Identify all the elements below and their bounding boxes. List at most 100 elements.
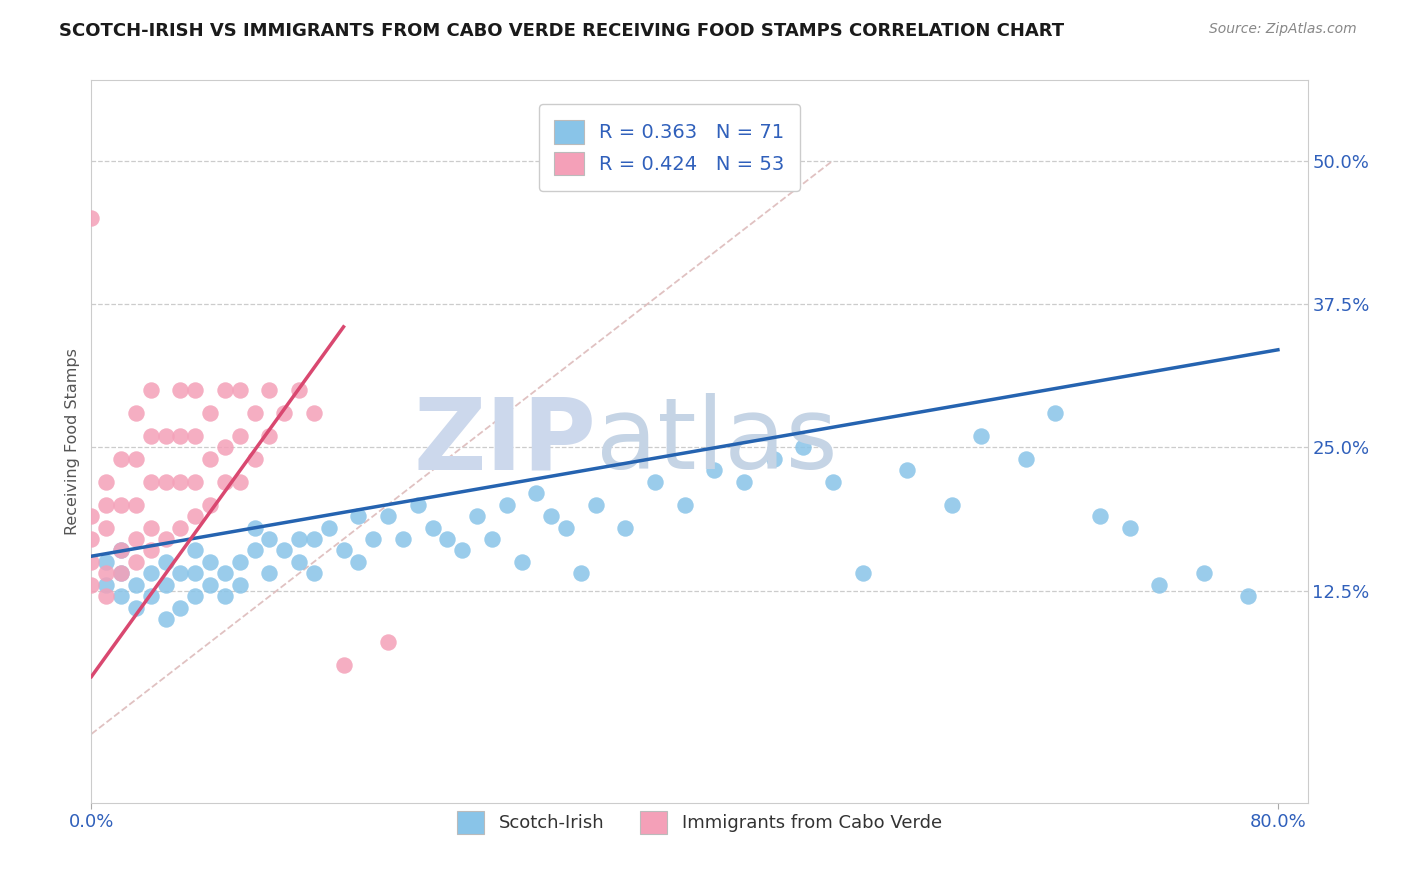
Point (302, 406, 325, 420)
Point (228, 578, 250, 592)
Point (436, 532, 458, 546)
Point (852, 566, 875, 581)
Point (110, 566, 132, 581)
Y-axis label: Receiving Food Stamps: Receiving Food Stamps (65, 348, 80, 535)
Point (155, 475, 177, 489)
Point (377, 635, 399, 649)
Point (110, 543, 132, 558)
Point (96, 498, 118, 512)
Point (273, 406, 295, 420)
Point (169, 520, 191, 534)
Point (1237, 590, 1260, 604)
Point (555, 520, 578, 534)
Point (703, 463, 725, 477)
Point (1192, 566, 1215, 581)
Point (139, 543, 162, 558)
Point (243, 406, 266, 420)
Point (288, 532, 311, 546)
Point (96, 555, 118, 569)
Point (96, 475, 118, 489)
Point (821, 475, 844, 489)
Point (169, 600, 191, 615)
Point (125, 600, 148, 615)
Point (614, 520, 637, 534)
Point (733, 475, 755, 489)
Point (169, 475, 191, 489)
Legend: Scotch-Irish, Immigrants from Cabo Verde: Scotch-Irish, Immigrants from Cabo Verde (450, 805, 949, 841)
Point (495, 498, 517, 512)
Point (540, 509, 562, 524)
Point (673, 498, 696, 512)
Point (169, 383, 191, 397)
Point (96, 520, 118, 534)
Text: ZIP: ZIP (413, 393, 596, 490)
Point (288, 555, 311, 569)
Point (155, 555, 177, 569)
Point (96, 566, 118, 581)
Point (347, 555, 370, 569)
Point (243, 451, 266, 466)
Point (184, 383, 207, 397)
Point (392, 532, 415, 546)
Point (184, 429, 207, 443)
Text: Source: ZipAtlas.com: Source: ZipAtlas.com (1209, 22, 1357, 37)
Point (80, 532, 103, 546)
Point (125, 555, 148, 569)
Point (125, 532, 148, 546)
Point (80, 578, 103, 592)
Point (347, 509, 370, 524)
Point (198, 451, 221, 466)
Point (184, 590, 207, 604)
Point (125, 498, 148, 512)
Point (524, 486, 547, 500)
Point (273, 543, 295, 558)
Point (110, 498, 132, 512)
Point (80, 555, 103, 569)
Point (1088, 509, 1111, 524)
Point (1149, 578, 1171, 592)
Point (259, 532, 281, 546)
Point (288, 383, 311, 397)
Point (377, 509, 399, 524)
Point (228, 555, 250, 569)
Point (361, 532, 384, 546)
Point (228, 475, 250, 489)
Point (792, 440, 814, 454)
Point (214, 440, 236, 454)
Point (228, 383, 250, 397)
Point (184, 543, 207, 558)
Point (214, 590, 236, 604)
Point (110, 451, 132, 466)
Point (332, 658, 354, 673)
Point (481, 532, 503, 546)
Point (1118, 520, 1140, 534)
Point (155, 532, 177, 546)
Point (155, 612, 177, 626)
Point (198, 406, 221, 420)
Point (80, 211, 103, 225)
Point (139, 590, 162, 604)
Point (125, 406, 148, 420)
Point (214, 383, 236, 397)
Point (110, 566, 132, 581)
Point (970, 429, 993, 443)
Point (139, 566, 162, 581)
Point (96, 590, 118, 604)
Point (762, 451, 785, 466)
Point (896, 463, 918, 477)
Point (184, 509, 207, 524)
Point (243, 543, 266, 558)
Point (259, 429, 281, 443)
Point (228, 429, 250, 443)
Point (644, 475, 666, 489)
Point (214, 566, 236, 581)
Point (184, 475, 207, 489)
Point (198, 498, 221, 512)
Point (243, 520, 266, 534)
Text: SCOTCH-IRISH VS IMMIGRANTS FROM CABO VERDE RECEIVING FOOD STAMPS CORRELATION CHA: SCOTCH-IRISH VS IMMIGRANTS FROM CABO VER… (59, 22, 1064, 40)
Point (569, 566, 592, 581)
Point (510, 555, 533, 569)
Point (332, 543, 354, 558)
Point (198, 578, 221, 592)
Point (422, 520, 444, 534)
